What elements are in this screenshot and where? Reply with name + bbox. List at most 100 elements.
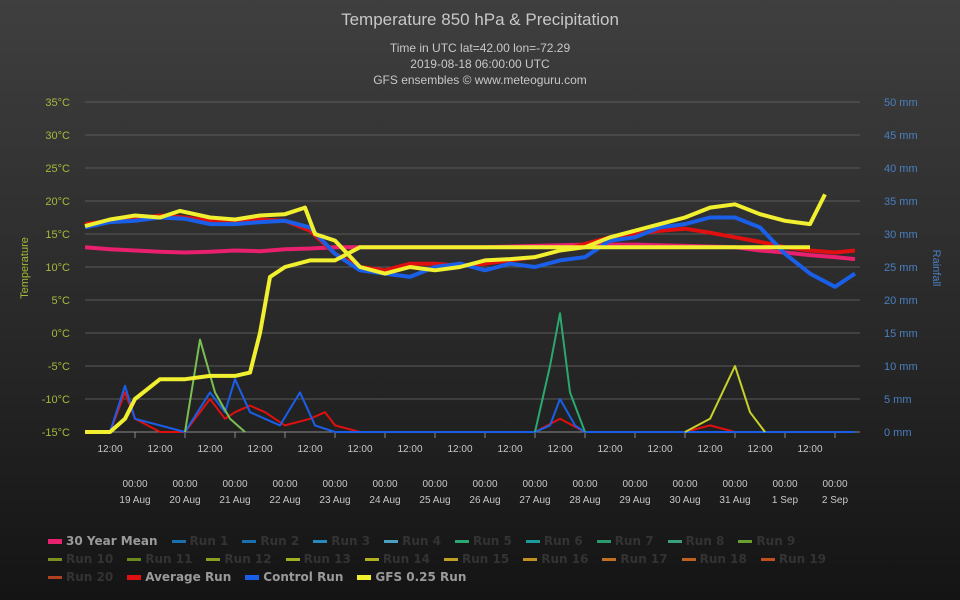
x-tick-time: 00:00: [422, 479, 447, 490]
legend-swatch: [454, 540, 469, 543]
legend-label: Run 3: [331, 534, 371, 548]
x-tick-date: 23 Aug: [319, 495, 350, 506]
legend-item[interactable]: Run 1: [171, 534, 228, 548]
x-tick-time: 00:00: [222, 479, 247, 490]
x-tick-noon: 12:00: [247, 444, 272, 455]
legend-swatch: [602, 558, 617, 561]
legend-swatch: [523, 558, 538, 561]
legend-item[interactable]: Run 9: [738, 534, 795, 548]
legend-item[interactable]: Run 20: [48, 570, 113, 584]
legend-label: Run 18: [699, 552, 747, 566]
legend-swatch: [760, 558, 775, 561]
legend-label: Run 6: [543, 534, 583, 548]
x-tick-noon: 12:00: [197, 444, 222, 455]
legend-item[interactable]: Run 3: [313, 534, 370, 548]
x-tick-date: 26 Aug: [469, 495, 500, 506]
left-tick-label: 15°C: [45, 229, 70, 241]
legend-swatch: [48, 558, 62, 561]
x-tick-time: 00:00: [622, 479, 647, 490]
right-tick-label: 20 mm: [884, 295, 918, 307]
legend-item[interactable]: Average Run: [127, 570, 231, 584]
legend-item[interactable]: Run 19: [760, 552, 826, 566]
x-tick-time: 00:00: [772, 479, 797, 490]
legend-swatch: [313, 540, 328, 543]
x-tick-time: 00:00: [722, 479, 747, 490]
x-tick-noon: 12:00: [747, 444, 772, 455]
legend-item[interactable]: Run 8: [667, 534, 725, 548]
legend-item[interactable]: 30 Year Mean: [48, 534, 158, 548]
legend-item[interactable]: Run 5: [454, 534, 512, 548]
x-tick-noon: 12:00: [147, 444, 172, 455]
left-tick-label: 5°C: [52, 295, 71, 307]
left-tick-label: 30°C: [45, 130, 70, 142]
left-tick-label: -5°C: [48, 361, 70, 373]
left-tick-label: 0°C: [52, 328, 71, 340]
legend-swatch: [206, 558, 221, 561]
legend-item[interactable]: Run 11: [127, 552, 192, 566]
legend-item[interactable]: Run 13: [285, 552, 351, 566]
legend-label: GFS 0.25 Run: [375, 570, 467, 584]
legend-swatch: [242, 540, 257, 543]
legend-label: Run 2: [260, 534, 300, 548]
x-tick-noon: 12:00: [297, 444, 322, 455]
left-tick-label: -15°C: [42, 427, 70, 439]
legend-label: Run 7: [614, 534, 654, 548]
legend-label: Run 12: [224, 552, 272, 566]
rain-series-line: [184, 338, 246, 433]
legend-item[interactable]: Run 15: [444, 552, 509, 566]
legend-item[interactable]: Run 12: [206, 552, 272, 566]
x-tick-date: 21 Aug: [219, 495, 250, 506]
legend-label: Run 8: [685, 534, 725, 548]
legend: 30 Year Mean Run 1 Run 2 Run 3 Run 4 Run 5 Run…: [48, 534, 948, 588]
legend-item[interactable]: Run 10: [48, 552, 113, 566]
temp-series-line: [85, 245, 810, 434]
x-tick-noon: 12:00: [397, 444, 422, 455]
legend-item[interactable]: Run 14: [364, 552, 430, 566]
legend-item[interactable]: Run 17: [602, 552, 668, 566]
chart-subtitle-1: Time in UTC lat=42.00 lon=-72.29: [390, 41, 571, 55]
right-tick-label: 5 mm: [884, 394, 912, 406]
legend-row: Run 20 Average Run Control Run GFS 0.25 Run: [48, 570, 948, 588]
legend-item[interactable]: Run 2: [242, 534, 299, 548]
legend-swatch: [127, 575, 142, 580]
x-tick-time: 00:00: [122, 479, 147, 490]
legend-label: Run 13: [303, 552, 351, 566]
legend-item[interactable]: Control Run: [245, 570, 343, 584]
x-tick-date: 24 Aug: [369, 495, 400, 506]
x-tick-date: 1 Sep: [772, 495, 799, 506]
rain-series-line: [85, 378, 855, 433]
legend-label: Control Run: [263, 570, 344, 584]
right-tick-label: 40 mm: [884, 163, 918, 175]
rain-series-line: [85, 391, 855, 433]
rain-series-line: [534, 312, 586, 433]
x-tick-time: 00:00: [822, 479, 847, 490]
legend-label: Average Run: [145, 570, 232, 584]
legend-item[interactable]: Run 16: [523, 552, 588, 566]
right-tick-label: 0 mm: [884, 427, 912, 439]
legend-item[interactable]: GFS 0.25 Run: [357, 570, 466, 584]
x-tick-noon: 12:00: [797, 444, 822, 455]
legend-item[interactable]: Run 4: [384, 534, 441, 548]
right-tick-label: 45 mm: [884, 130, 918, 142]
chart-subtitle-3: GFS ensembles © www.meteoguru.com: [373, 73, 587, 87]
x-tick-time: 00:00: [172, 479, 197, 490]
x-tick-date: 27 Aug: [519, 495, 550, 506]
x-tick-time: 00:00: [372, 479, 397, 490]
rain-series-line: [684, 365, 766, 433]
series-lines: [84, 193, 857, 434]
legend-swatch: [171, 540, 186, 543]
x-tick-noon: 12:00: [547, 444, 572, 455]
legend-label: Run 16: [541, 552, 589, 566]
legend-label: Run 9: [756, 534, 796, 548]
legend-label: Run 17: [620, 552, 668, 566]
y-axis-right-title: Rainfall: [930, 250, 942, 287]
x-tick-date: 28 Aug: [569, 495, 600, 506]
x-tick-noon: 12:00: [97, 444, 122, 455]
legend-item[interactable]: Run 6: [525, 534, 583, 548]
left-tick-label: -10°C: [42, 394, 70, 406]
left-tick-label: 35°C: [45, 97, 70, 109]
legend-item[interactable]: Run 18: [681, 552, 747, 566]
legend-item[interactable]: Run 7: [596, 534, 654, 548]
x-tick-time: 00:00: [472, 479, 497, 490]
legend-row: 30 Year Mean Run 1 Run 2 Run 3 Run 4 Run 5 Run…: [48, 534, 948, 552]
